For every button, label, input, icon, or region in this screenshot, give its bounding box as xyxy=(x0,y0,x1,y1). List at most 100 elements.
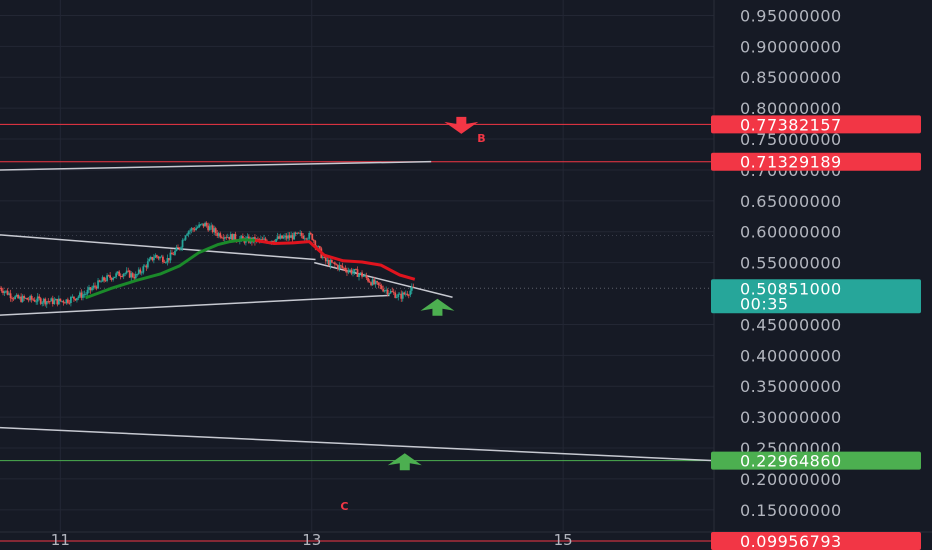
candle-body xyxy=(73,296,75,299)
candle-body xyxy=(48,301,51,303)
candle-body xyxy=(11,298,13,299)
candle-body xyxy=(23,296,26,299)
candle-body xyxy=(296,232,299,234)
candle-body xyxy=(355,269,357,270)
candle-body xyxy=(308,232,311,239)
price-tick-label: 0.40000000 xyxy=(740,346,842,365)
candle-body xyxy=(45,301,48,305)
candle-body xyxy=(205,222,208,226)
price-tick-label: 0.80000000 xyxy=(740,99,842,118)
candle-body xyxy=(152,257,155,261)
candle-body xyxy=(100,281,102,283)
candle-body xyxy=(139,269,142,273)
candle-body xyxy=(382,288,385,292)
candle-body xyxy=(288,235,291,238)
candle-body xyxy=(39,298,42,304)
candle-body xyxy=(118,271,121,277)
candle-body xyxy=(41,302,44,304)
candle-body xyxy=(332,262,335,264)
trendline[interactable] xyxy=(0,294,390,316)
candle-body xyxy=(352,271,354,274)
candle-body xyxy=(397,294,400,297)
candle-body xyxy=(368,281,371,283)
price-level-badge xyxy=(711,152,921,171)
trendline[interactable] xyxy=(0,234,316,261)
candle-body xyxy=(412,286,415,288)
candle-body xyxy=(168,258,170,261)
candle-body xyxy=(199,224,202,226)
candle-body xyxy=(124,273,127,274)
candle-body xyxy=(353,269,356,272)
candle-body xyxy=(400,293,403,299)
candle-body xyxy=(401,292,404,299)
candle-body xyxy=(380,285,383,289)
trendlines[interactable] xyxy=(0,160,715,462)
candle-body xyxy=(68,302,71,304)
price-level-badge xyxy=(711,115,921,134)
candle-body xyxy=(207,225,210,231)
trendline[interactable] xyxy=(0,426,715,462)
candle-body xyxy=(35,301,38,303)
candle-body xyxy=(85,293,87,295)
time-axis[interactable]: 11 13 15 xyxy=(51,531,573,549)
current-price-badge xyxy=(711,279,921,314)
candle-body xyxy=(217,233,220,236)
candle-body xyxy=(333,262,336,265)
candle-body xyxy=(80,292,83,298)
horizontal-price-levels[interactable] xyxy=(0,123,714,542)
candle-body xyxy=(82,294,84,298)
candle-body xyxy=(394,292,397,298)
candle-body xyxy=(127,270,130,272)
candle-body xyxy=(146,261,149,268)
price-tick-label: 0.35000000 xyxy=(740,377,842,396)
candle-body xyxy=(192,228,194,230)
candle-body xyxy=(201,223,204,225)
candle-body xyxy=(359,272,362,275)
candle-body xyxy=(297,232,300,234)
price-tick-label: 0.45000000 xyxy=(740,315,842,334)
candle-body xyxy=(65,299,68,304)
arrow-up-icon xyxy=(387,453,422,471)
candle-body xyxy=(21,296,24,302)
candle-body xyxy=(395,296,398,298)
candle-body xyxy=(403,292,406,295)
candle-body xyxy=(226,236,229,238)
candle-body xyxy=(190,228,193,231)
candle-body xyxy=(79,292,81,297)
candle-body xyxy=(323,257,326,259)
candle-body xyxy=(177,247,179,248)
candle-body xyxy=(187,231,190,235)
price-level-badge xyxy=(711,531,921,550)
candle-body xyxy=(202,223,205,227)
candle-body xyxy=(148,258,151,262)
candle-body xyxy=(285,235,288,239)
candle-body xyxy=(336,265,339,269)
candle-body xyxy=(257,238,259,240)
trendline[interactable] xyxy=(0,160,432,171)
candle-body xyxy=(44,298,47,305)
candle-body xyxy=(326,260,329,262)
candle-body xyxy=(122,273,125,277)
candle-body xyxy=(30,296,33,300)
candle-body xyxy=(376,281,379,283)
candle-body xyxy=(134,274,137,279)
wave-marker-label: B xyxy=(477,132,485,145)
candle-body xyxy=(103,277,105,281)
candle-body xyxy=(282,236,285,239)
candle-body xyxy=(300,232,303,236)
candle-body xyxy=(59,298,62,301)
candle-body xyxy=(309,232,312,235)
candle-body xyxy=(290,235,293,238)
candle-body xyxy=(0,288,3,291)
candle-body xyxy=(294,232,297,234)
candle-body xyxy=(142,266,145,273)
candle-body xyxy=(181,240,184,248)
candle-body xyxy=(172,254,175,256)
candle-body xyxy=(370,282,372,286)
candle-body xyxy=(318,246,321,249)
price-axis[interactable]: 0.95000000 0.90000000 0.85000000 0.80000000… xyxy=(740,6,842,519)
candlesticks xyxy=(0,221,415,309)
candle-body xyxy=(231,234,234,241)
